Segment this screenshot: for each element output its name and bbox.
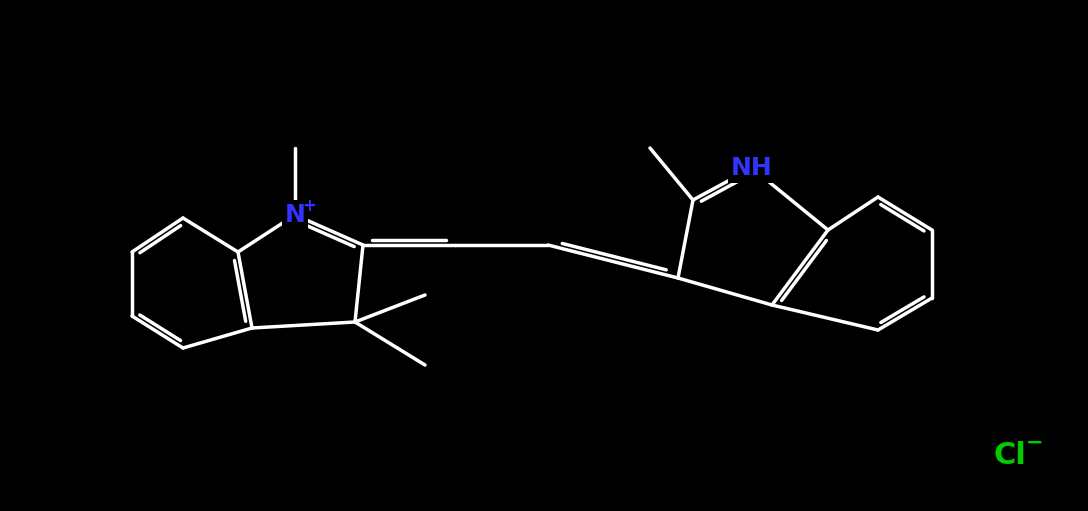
Text: N: N [285, 203, 306, 227]
Text: Cl: Cl [993, 440, 1026, 470]
Text: +: + [302, 197, 316, 215]
Text: NH: NH [731, 156, 772, 180]
Text: −: − [1026, 433, 1043, 453]
